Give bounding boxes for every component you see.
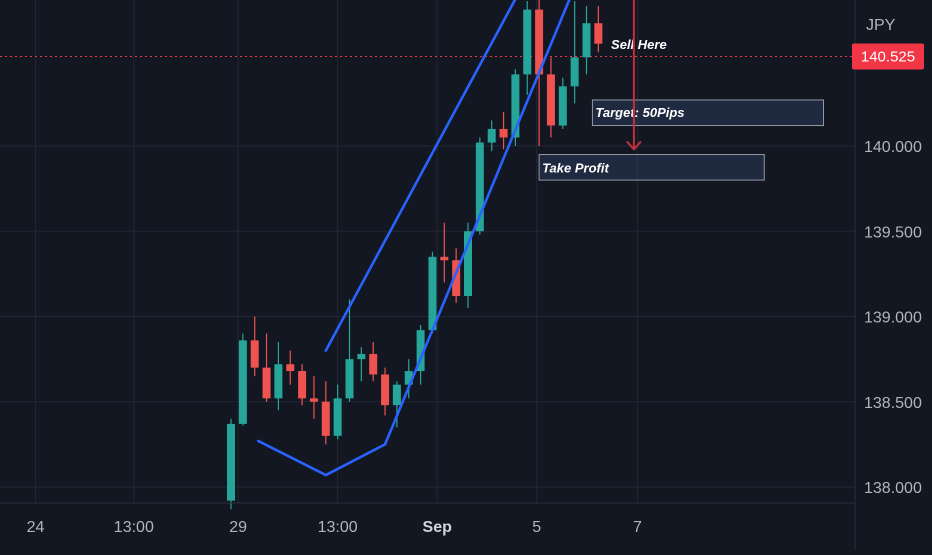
trend-line[interactable] <box>324 0 539 352</box>
candle <box>309 376 318 419</box>
candle-body <box>570 57 579 87</box>
candle-body <box>345 359 354 399</box>
down-arrow[interactable] <box>626 0 642 151</box>
candle-body <box>464 231 472 297</box>
candle-body <box>558 86 567 126</box>
time-tick-label: 5 <box>532 519 541 536</box>
price-tick-label: 138.500 <box>864 395 922 412</box>
candle-body <box>309 398 318 402</box>
candle-body <box>487 128 496 143</box>
candle <box>594 6 603 53</box>
candle <box>440 222 449 283</box>
candle-body <box>523 9 532 75</box>
target-label: Target: 50Pips <box>595 105 684 120</box>
candle-body <box>321 401 330 436</box>
candle <box>464 222 472 308</box>
down-arrow-head <box>626 140 642 151</box>
candle-body <box>369 354 378 375</box>
time-axis[interactable]: 24 13:00 29 13:00 Sep 5 7 <box>0 502 855 536</box>
candle-body <box>428 256 437 331</box>
candle-body <box>499 128 508 138</box>
candle-body <box>381 374 390 406</box>
candle <box>499 111 508 150</box>
candle-body <box>582 23 591 58</box>
candle-body <box>286 364 295 372</box>
candle-body <box>546 74 555 126</box>
candle <box>369 342 378 382</box>
time-tick-label: 29 <box>229 519 247 536</box>
price-tick-label: 140.000 <box>864 139 922 156</box>
candle <box>487 120 496 152</box>
candle-body <box>440 256 449 261</box>
take-profit-box[interactable] <box>538 154 765 181</box>
candle <box>345 299 354 402</box>
time-tick-label: 13:00 <box>114 519 154 536</box>
candle-body <box>535 9 544 75</box>
candle <box>321 381 330 445</box>
current-price-tag <box>852 43 924 70</box>
candle-body <box>333 398 342 436</box>
time-tick-label: 7 <box>633 519 642 536</box>
candle <box>262 333 271 402</box>
candle-body <box>511 74 520 138</box>
candle <box>227 418 235 510</box>
candle <box>274 342 283 411</box>
candle <box>558 77 567 129</box>
grid-lines <box>0 0 855 503</box>
candle <box>570 1 579 104</box>
sell-here-label: Sell Here <box>611 37 667 52</box>
candle-body <box>227 423 235 501</box>
price-tick-label: 138.000 <box>864 480 922 497</box>
candle-body <box>357 354 366 360</box>
candle-body <box>404 371 413 385</box>
candle <box>582 6 591 75</box>
candle <box>333 384 342 440</box>
current-price-value: 140.525 <box>861 48 915 65</box>
candle <box>523 1 532 95</box>
candle <box>404 359 413 399</box>
candle-body <box>238 340 247 424</box>
time-tick-label: 13:00 <box>318 519 358 536</box>
candle-body <box>594 23 603 44</box>
candle-body <box>262 367 271 399</box>
candle <box>416 325 425 385</box>
time-tick-label: 24 <box>27 519 45 536</box>
price-tick-label: 139.500 <box>864 224 922 241</box>
drawings-layer[interactable] <box>256 0 610 477</box>
candle-body <box>392 384 401 406</box>
candle <box>428 251 437 334</box>
candle-body <box>452 260 461 297</box>
candles-layer <box>227 0 603 510</box>
candle <box>381 367 390 416</box>
candle-body <box>475 142 484 232</box>
candle <box>546 57 555 138</box>
candle <box>511 69 520 146</box>
candle-body <box>298 371 307 399</box>
time-tick-label: Sep <box>423 519 453 536</box>
candle <box>357 347 366 382</box>
trend-line[interactable] <box>324 443 387 477</box>
target-box[interactable] <box>591 99 824 127</box>
candle <box>238 333 247 426</box>
candle <box>298 364 307 406</box>
candle <box>250 316 259 377</box>
trend-line[interactable] <box>256 439 328 477</box>
candle-body <box>274 364 283 399</box>
trend-line[interactable] <box>383 0 572 446</box>
take-profit-label: Take Profit <box>542 161 609 176</box>
price-tick-label: 139.000 <box>864 310 922 327</box>
candle-body <box>416 330 425 372</box>
price-axis[interactable]: 140.000 139.500 139.000 138.500 138.000 <box>854 0 922 550</box>
candle-body <box>250 340 259 368</box>
candle <box>392 381 401 428</box>
candle <box>286 350 295 385</box>
currency-label: JPY <box>866 17 896 34</box>
